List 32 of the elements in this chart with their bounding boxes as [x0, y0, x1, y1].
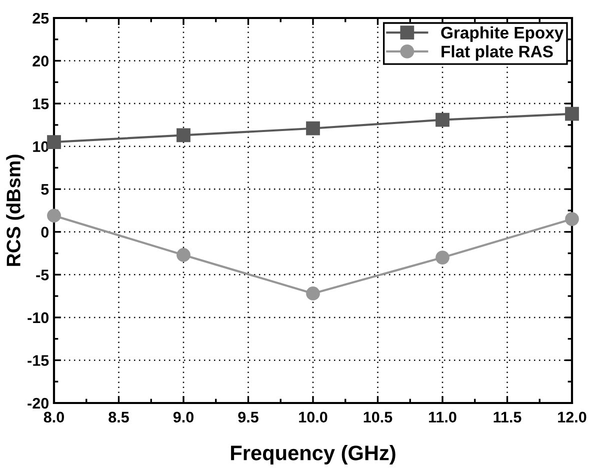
y-tick-label: -20 [28, 398, 49, 409]
point [306, 286, 320, 300]
point [436, 112, 450, 127]
point [47, 135, 61, 149]
x-axis-title: Frequency (GHz) [231, 445, 396, 464]
legend-label: Flat plate RAS [442, 45, 553, 61]
y-tick-label: 25 [32, 12, 49, 24]
y-tick-label: 15 [33, 98, 49, 110]
point [565, 212, 579, 226]
y-tick-label: -10 [28, 312, 49, 324]
point [47, 208, 61, 223]
legend-label: Graphite Epoxy [441, 26, 564, 42]
x-tick-label: 11.5 [494, 412, 522, 423]
x-tick-label: 9.5 [238, 412, 258, 423]
point [176, 248, 190, 262]
point [176, 128, 190, 142]
x-tick-label: 8.0 [44, 412, 64, 423]
x-tick-label: 9.0 [173, 412, 194, 423]
x-tick-label: 10.0 [299, 412, 328, 423]
point [436, 250, 450, 264]
y-tick-label: 0 [41, 226, 49, 238]
y-tick-label: -15 [28, 355, 49, 366]
y-tick-label: -5 [36, 270, 49, 280]
x-tick-label: 10.5 [364, 412, 392, 423]
x-tick-label: 12.0 [558, 412, 586, 423]
point [306, 121, 320, 136]
point [565, 106, 579, 121]
y-axis-title: RCS (dBsm) [6, 154, 24, 266]
x-tick-label: 8.5 [108, 412, 129, 423]
y-tick-label: 20 [32, 56, 49, 66]
y-tick-label: 5 [41, 184, 49, 195]
x-tick-label: 11.0 [429, 412, 456, 423]
